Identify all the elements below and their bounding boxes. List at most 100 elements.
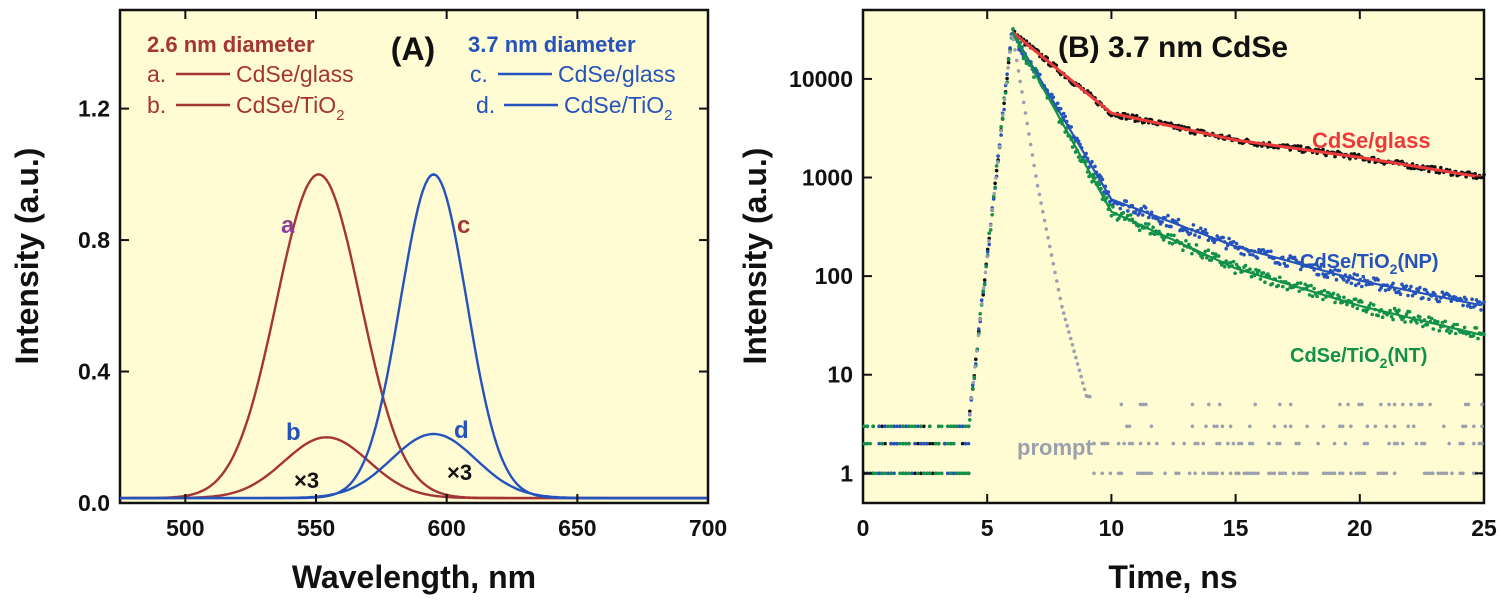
series-prompt-point (1116, 471, 1121, 476)
series-np-point (1398, 292, 1403, 297)
series-nt-point (1471, 333, 1476, 338)
series-prompt-point (1138, 402, 1143, 407)
series-prompt-point (1338, 402, 1342, 407)
series-nt-point (1285, 287, 1290, 292)
series-np-point (1242, 252, 1246, 257)
series-nt-point (1129, 213, 1133, 217)
series-np-point (877, 441, 881, 446)
series-prompt-point (1081, 381, 1085, 385)
series-glass-point (1006, 60, 1011, 65)
panel-a-y-tick-label: 0.8 (78, 227, 110, 253)
series-prompt-point (1357, 402, 1361, 407)
series-nt-point (1090, 180, 1094, 184)
series-prompt-point (1316, 441, 1320, 446)
series-prompt-point (1068, 336, 1073, 341)
series-prompt-point (1411, 424, 1416, 429)
series-prompt-point (1127, 441, 1132, 446)
series-nt-point (1425, 323, 1430, 327)
series-nt-point (936, 471, 941, 476)
series-prompt-point (1217, 441, 1222, 446)
series-np-point (1440, 290, 1445, 295)
series-prompt-point (1354, 471, 1359, 476)
series-prompt-point (1392, 424, 1397, 429)
series-prompt-point (1387, 441, 1391, 446)
series-glass-point (1002, 101, 1006, 106)
series-prompt-point (1149, 471, 1154, 476)
series-prompt-point (1288, 402, 1293, 407)
series-prompt-point (1004, 81, 1009, 86)
series-np-point (1133, 211, 1137, 215)
series-prompt-point (1009, 34, 1014, 39)
series-np-point (1409, 284, 1413, 289)
series-prompt-point (1044, 227, 1049, 231)
series-np-point (1063, 114, 1067, 119)
series-glass-point (1367, 159, 1371, 164)
series-np-point (904, 424, 908, 429)
series-nt-point (1126, 213, 1130, 218)
series-prompt-point (1321, 424, 1326, 429)
legend-c-label: CdSe/glass (558, 61, 676, 87)
series-prompt-point (1463, 424, 1468, 429)
series-prompt-point (1278, 441, 1282, 446)
series-prompt-point (1176, 471, 1181, 476)
series-nt-point (1404, 312, 1409, 317)
series-prompt-point (1409, 402, 1413, 407)
series-np-point (1383, 288, 1388, 293)
series-np-point (1164, 224, 1169, 228)
series-nt-point (913, 424, 917, 429)
series-np-point (1124, 199, 1129, 203)
series-prompt-point (1092, 471, 1096, 476)
series-prompt-point (1414, 441, 1419, 446)
series-prompt-point (1013, 48, 1017, 52)
series-prompt-point (1049, 253, 1054, 257)
panel-a-title: (A) (391, 31, 435, 67)
series-prompt-point (1018, 79, 1022, 84)
series-glass-point (985, 247, 990, 252)
series-np-point (1342, 277, 1346, 282)
series-nt-point (963, 424, 968, 429)
series-nt-point (1453, 331, 1458, 336)
panel-a-x-tick-label: 650 (558, 515, 596, 541)
series-np-point (1470, 297, 1474, 302)
series-prompt-point (1103, 441, 1107, 446)
series-glass-point (974, 357, 978, 362)
series-prompt-point (1365, 424, 1370, 429)
series-nt-point (1482, 332, 1486, 337)
series-glass-point (931, 441, 935, 446)
series-prompt-point (1379, 402, 1383, 407)
series-nt-point (1249, 274, 1254, 279)
series-prompt-point (1305, 471, 1309, 476)
series-prompt-point (1406, 424, 1410, 429)
series-np-point (1239, 251, 1243, 256)
panel-a-plot-area (118, 8, 710, 505)
series-np-point (942, 441, 947, 446)
series-nt-point (865, 441, 870, 446)
series-prompt-point (995, 160, 1000, 164)
series-nt-point (1263, 280, 1267, 285)
series-prompt-point (1466, 402, 1471, 407)
series-prompt-point (1256, 471, 1260, 476)
series-prompt-point (1171, 441, 1176, 446)
series-np-point (1310, 263, 1315, 267)
series-nt-point (1474, 326, 1479, 330)
series-prompt-point (1072, 349, 1076, 354)
panel-b-x-tick-label: 10 (1099, 515, 1125, 541)
series-np-point (1334, 277, 1339, 282)
series-prompt-point (1048, 244, 1052, 249)
series-nt-point (1011, 27, 1015, 31)
series-nt-point (1209, 258, 1214, 262)
series-prompt-point (1346, 402, 1350, 407)
series-nt-point (1146, 222, 1151, 226)
series-nt-point (954, 471, 959, 476)
series-prompt-point (1362, 441, 1367, 446)
series-prompt-point (1472, 441, 1476, 446)
series-nt-point (1437, 328, 1442, 333)
series-prompt-point (1275, 441, 1279, 446)
series-prompt-point (1420, 441, 1424, 446)
series-prompt-point (1272, 424, 1277, 429)
series-prompt-point (1055, 279, 1059, 283)
series-glass-point (1395, 159, 1400, 163)
series-np-point (1055, 101, 1060, 106)
series-nt-point (1166, 232, 1170, 237)
